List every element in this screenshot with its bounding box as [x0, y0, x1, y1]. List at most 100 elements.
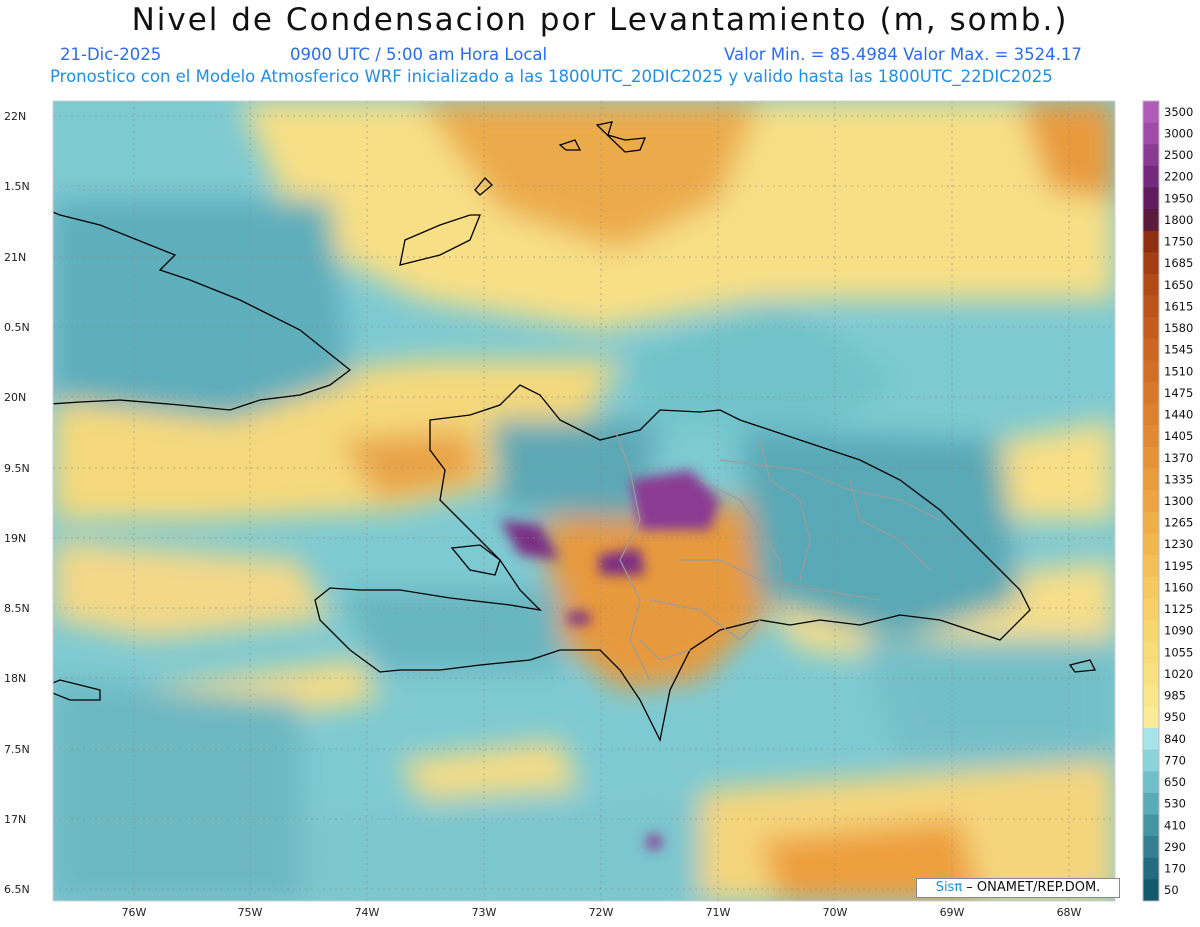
lon-label: 68W	[1057, 906, 1082, 919]
lat-label: 9.5N	[4, 462, 30, 475]
colorbar-label: 1055	[1164, 645, 1193, 659]
colorbar-label: 1265	[1164, 516, 1193, 530]
colorbar-label: 1685	[1164, 256, 1193, 270]
colorbar-swatch	[1143, 338, 1159, 361]
colorbar-label: 1615	[1164, 299, 1193, 313]
colorbar-label: 2200	[1164, 170, 1193, 184]
colorbar-swatch	[1143, 555, 1159, 578]
map-frame	[52, 100, 1116, 902]
lat-label: 7.5N	[4, 743, 30, 756]
colorbar-swatch	[1143, 122, 1159, 145]
colorbar-swatch	[1143, 771, 1159, 794]
colorbar-label: 410	[1164, 818, 1186, 832]
colorbar-swatch	[1143, 576, 1159, 599]
colorbar-swatch	[1143, 101, 1159, 124]
colorbar-swatch	[1143, 490, 1159, 513]
lon-label: 75W	[238, 906, 263, 919]
colorbar-swatch	[1143, 684, 1159, 707]
colorbar-label: 170	[1164, 862, 1186, 876]
colorbar-label: 1750	[1164, 235, 1193, 249]
lon-label: 71W	[706, 906, 731, 919]
colorbar-swatch	[1143, 295, 1159, 318]
colorbar-swatch	[1143, 360, 1159, 383]
colorbar-swatch	[1143, 317, 1159, 340]
colorbar-label: 1160	[1164, 580, 1193, 594]
forecast-time: 0900 UTC / 5:00 am Hora Local	[290, 45, 548, 64]
colorbar-label: 1405	[1164, 429, 1193, 443]
colorbar-swatch	[1143, 641, 1159, 664]
colorbar-swatch	[1143, 663, 1159, 686]
map-title: Nivel de Condensacion por Levantamiento …	[131, 2, 1069, 38]
colorbar-swatch	[1143, 468, 1159, 491]
lon-label: 72W	[589, 906, 614, 919]
lat-label: 19N	[4, 532, 26, 545]
lat-label: 21N	[4, 251, 26, 264]
colorbar-swatch	[1143, 273, 1159, 297]
model-run-description: Pronostico con el Modelo Atmosferico WRF…	[50, 67, 1053, 86]
latitude-axis: 22N 1.5N 21N 0.5N 20N 9.5N 19N 8.5N 18N …	[4, 110, 30, 896]
lat-label: 6.5N	[4, 883, 30, 896]
credit-org: – ONAMET/REP.DOM.	[962, 880, 1101, 895]
colorbar-swatch	[1143, 619, 1159, 643]
colorbar-label: 1650	[1164, 278, 1193, 292]
lon-label: 70W	[823, 906, 848, 919]
colorbar-label: 290	[1164, 840, 1186, 854]
colorbar-label: 1195	[1164, 559, 1193, 573]
lat-label: 22N	[4, 110, 26, 123]
colorbar-swatch	[1143, 209, 1159, 232]
colorbar-label: 650	[1164, 775, 1186, 789]
lat-label: 8.5N	[4, 602, 30, 615]
colorbar-label: 530	[1164, 797, 1186, 811]
colorbar-label: 1090	[1164, 624, 1193, 638]
colorbar-label: 1475	[1164, 386, 1193, 400]
sispi-logo-text: Sisπ	[935, 880, 963, 895]
colorbar-label: 3000	[1164, 126, 1193, 140]
colorbar-swatch	[1143, 749, 1159, 772]
lon-label: 69W	[940, 906, 965, 919]
colorbar-swatch	[1143, 230, 1159, 253]
colorbar-label: 1510	[1164, 364, 1193, 378]
colorbar-label: 1300	[1164, 494, 1193, 508]
shaded-field	[53, 101, 1115, 901]
colorbar-swatch	[1143, 533, 1159, 556]
lon-label: 74W	[355, 906, 380, 919]
colorbar-label: 1335	[1164, 472, 1193, 486]
province-borders	[614, 429, 941, 681]
colorbar-label: 2500	[1164, 148, 1193, 162]
colorbar-label: 985	[1164, 689, 1186, 703]
colorbar-swatch	[1143, 706, 1159, 729]
value-min-max: Valor Min. = 85.4984 Valor Max. = 3524.1…	[724, 45, 1082, 64]
colorbar-label: 950	[1164, 710, 1186, 724]
colorbar-label: 1230	[1164, 537, 1193, 551]
colorbar-label: 1440	[1164, 408, 1193, 422]
lat-label: 0.5N	[4, 321, 30, 334]
colorbar-swatch	[1143, 187, 1159, 210]
colorbar-swatch	[1143, 598, 1159, 621]
colorbar-swatch	[1143, 165, 1159, 188]
coastlines	[53, 121, 1097, 742]
colorbar-label: 840	[1164, 732, 1186, 746]
lat-label: 20N	[4, 391, 26, 404]
colorbar: 3500 3000 2500 2200 1950 1800 1750 1685 1650 1615…	[1142, 100, 1193, 902]
colorbar-label: 1020	[1164, 667, 1193, 681]
colorbar-label: 1800	[1164, 213, 1193, 227]
colorbar-label: 1125	[1164, 602, 1193, 616]
colorbar-label: 1580	[1164, 321, 1193, 335]
colorbar-swatch	[1143, 857, 1159, 880]
colorbar-swatch	[1143, 792, 1159, 816]
forecast-date: 21-Dic-2025	[60, 45, 162, 64]
lat-label: 17N	[4, 813, 26, 826]
colorbar-label: 770	[1164, 753, 1186, 767]
lat-label: 18N	[4, 672, 26, 685]
lat-label: 1.5N	[4, 180, 30, 193]
colorbar-label: 1545	[1164, 343, 1193, 357]
colorbar-swatch	[1143, 879, 1159, 902]
credit-box: Sisπ – ONAMET/REP.DOM.	[916, 878, 1120, 898]
colorbar-swatch	[1143, 446, 1159, 470]
lon-label: 73W	[472, 906, 497, 919]
colorbar-swatch	[1143, 728, 1159, 751]
longitude-axis: 76W 75W 74W 73W 72W 71W 70W 69W 68W	[122, 906, 1082, 919]
colorbar-label: 1950	[1164, 191, 1193, 205]
colorbar-swatch	[1143, 382, 1159, 405]
